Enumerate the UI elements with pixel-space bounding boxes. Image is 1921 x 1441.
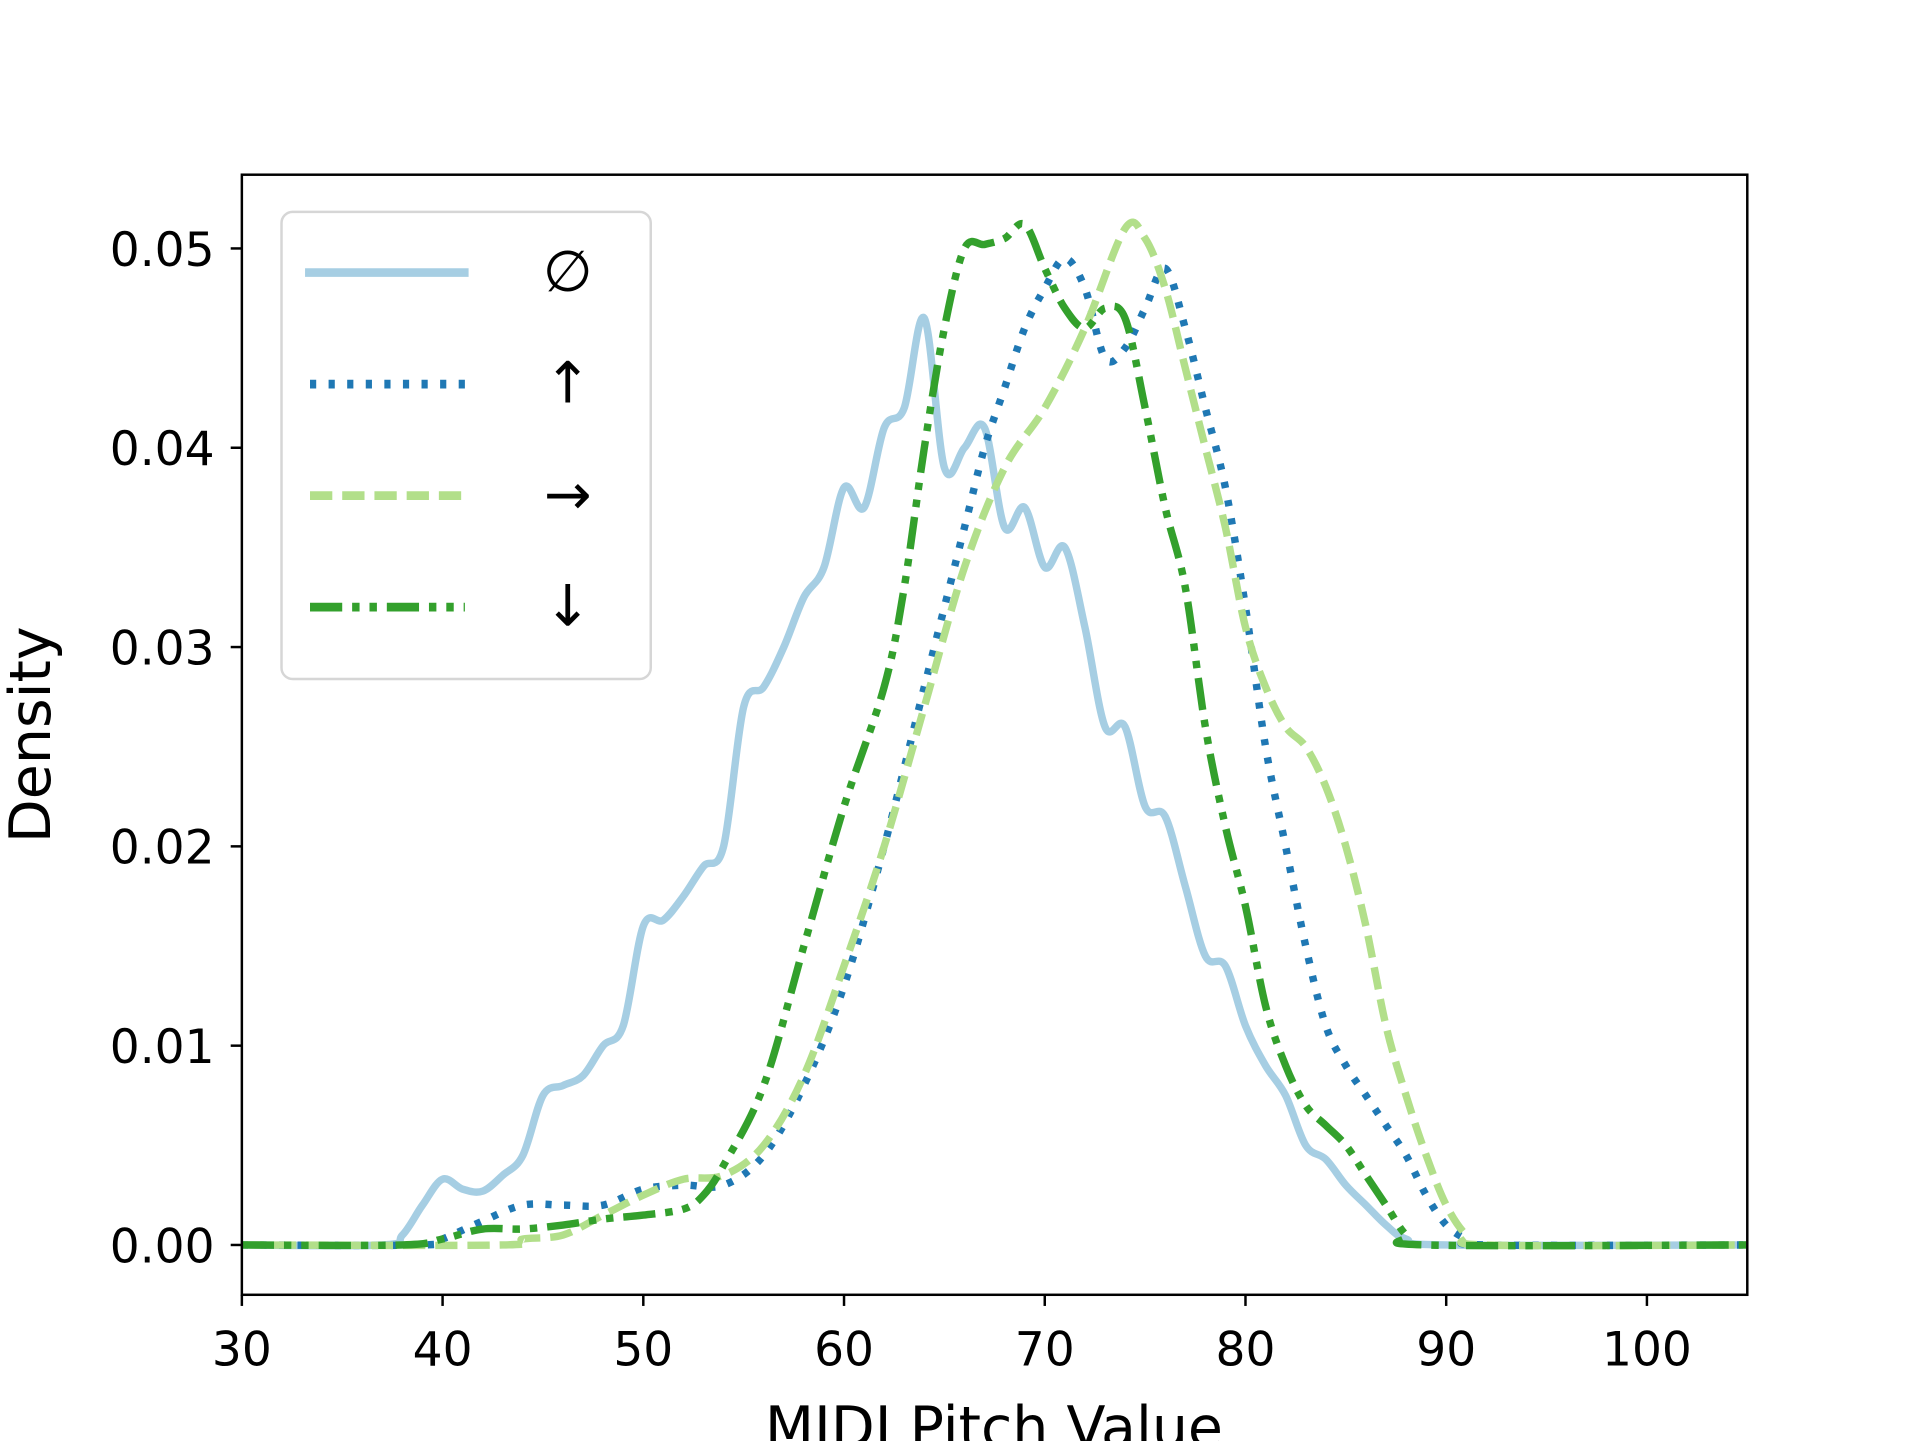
x-tick-label: 60: [814, 1322, 874, 1377]
legend-box: [280, 210, 652, 681]
x-tick-label: 50: [613, 1322, 673, 1377]
y-tick-label: 0.03: [110, 621, 215, 676]
y-axis: 0.00 0.01 0.02 0.03 0.04 0.05: [110, 223, 242, 1274]
y-tick-label: 0.04: [110, 422, 215, 477]
y-tick-label: 0.05: [110, 223, 215, 278]
y-tick-label: 0.01: [110, 1020, 215, 1075]
series-line-0: [241, 313, 1748, 1250]
series-line-2: [241, 218, 1748, 1250]
legend: ∅ ↑ → ↓: [280, 210, 652, 681]
legend-label-2: →: [544, 462, 592, 528]
plot-frame: [240, 173, 1749, 1297]
y-axis-label: Density: [0, 626, 64, 843]
legend-label-0: ∅: [543, 239, 593, 305]
x-tick-label: 70: [1015, 1322, 1075, 1377]
x-tick-label: 40: [413, 1322, 473, 1377]
y-tick-label: 0.02: [110, 821, 215, 876]
legend-label-3: ↓: [544, 574, 592, 640]
x-tick-label: 90: [1416, 1322, 1476, 1377]
x-axis: 30 40 50 60 70 80 90 100: [212, 1294, 1692, 1377]
x-tick-label: 80: [1216, 1322, 1276, 1377]
legend-label-1: ↑: [544, 351, 592, 417]
y-tick-label: 0.00: [110, 1219, 215, 1274]
x-tick-label: 30: [212, 1322, 272, 1377]
x-tick-label: 100: [1602, 1322, 1692, 1377]
series-line-3: [241, 219, 1748, 1250]
x-axis-label: MIDI Pitch Value: [765, 1395, 1223, 1441]
series-layer: [241, 218, 1748, 1250]
